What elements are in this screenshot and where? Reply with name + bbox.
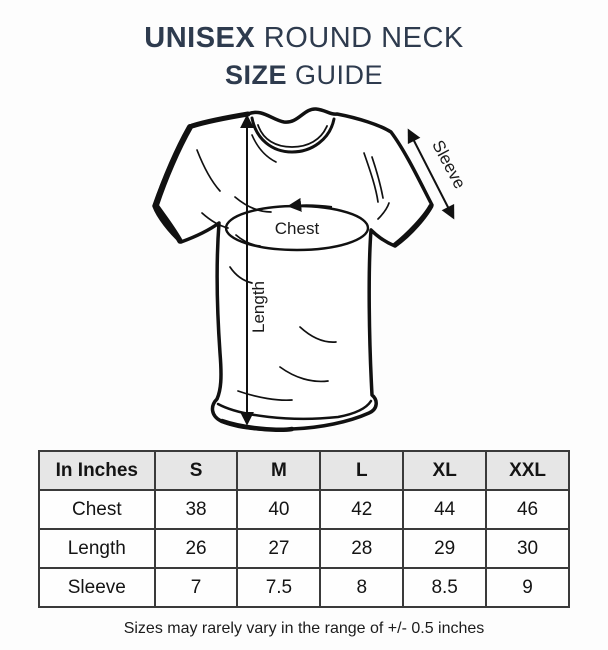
length-s: 26: [153, 528, 239, 569]
sleeve-s: 7: [153, 567, 239, 608]
title-line-2: SIZE GUIDE: [0, 57, 608, 93]
size-table: In Inches S M L XL XXL Chest 38 40 42 44…: [38, 450, 570, 608]
title-line2-bold: SIZE: [224, 60, 287, 90]
header-size-m: M: [236, 450, 322, 491]
table-row-sleeve: Sleeve 7 7.5 8 8.5 9: [38, 567, 570, 608]
length-xxl: 30: [485, 528, 570, 569]
title-line1-rest: ROUND NECK: [255, 22, 464, 54]
tshirt-illustration: Length Chest Sleeve: [152, 107, 469, 432]
variance-note: Sizes may rarely vary in the range of +/…: [123, 620, 485, 637]
header-size-s: S: [153, 450, 239, 491]
chest-label: Chest: [275, 219, 320, 238]
length-l: 28: [319, 528, 405, 569]
chest-arrow: [287, 197, 333, 212]
sleeve-label: Sleeve: [428, 137, 469, 192]
title-line2-rest: GUIDE: [287, 60, 384, 90]
length-measure: Length: [240, 114, 268, 426]
table-row-chest: Chest 38 40 42 44 46: [38, 489, 570, 530]
sleeve-m: 7.5: [236, 567, 322, 608]
row-label-length: Length: [38, 528, 156, 569]
sleeve-xl: 8.5: [402, 567, 488, 608]
table-header-row: In Inches S M L XL XXL: [38, 450, 570, 491]
title-line-1: UNISEX ROUND NECK: [0, 20, 608, 57]
chest-s: 38: [153, 489, 239, 530]
tshirt-outline: [152, 107, 434, 432]
chest-measure: Chest: [224, 197, 370, 252]
chest-l: 42: [319, 489, 405, 530]
sleeve-arrow: [407, 128, 455, 220]
length-xl: 29: [402, 528, 488, 569]
chest-m: 40: [236, 489, 322, 530]
sleeve-xxl: 9: [485, 567, 570, 608]
length-label: Length: [249, 281, 268, 333]
chest-xl: 44: [402, 489, 488, 530]
sleeve-l: 8: [319, 567, 405, 608]
row-label-sleeve: Sleeve: [38, 567, 156, 608]
page-title: UNISEX ROUND NECK SIZE GUIDE: [0, 20, 608, 93]
chest-xxl: 46: [485, 489, 570, 530]
row-label-chest: Chest: [38, 489, 156, 530]
title-line1-bold: UNISEX: [144, 22, 256, 54]
header-size-l: L: [319, 450, 405, 491]
length-m: 27: [236, 528, 322, 569]
table-row-length: Length 26 27 28 29 30: [38, 528, 570, 569]
header-size-xxl: XXL: [485, 450, 570, 491]
header-in-inches: In Inches: [38, 450, 156, 491]
tshirt-measurement-diagram: Length Chest Sleeve: [140, 95, 480, 445]
header-size-xl: XL: [402, 450, 488, 491]
